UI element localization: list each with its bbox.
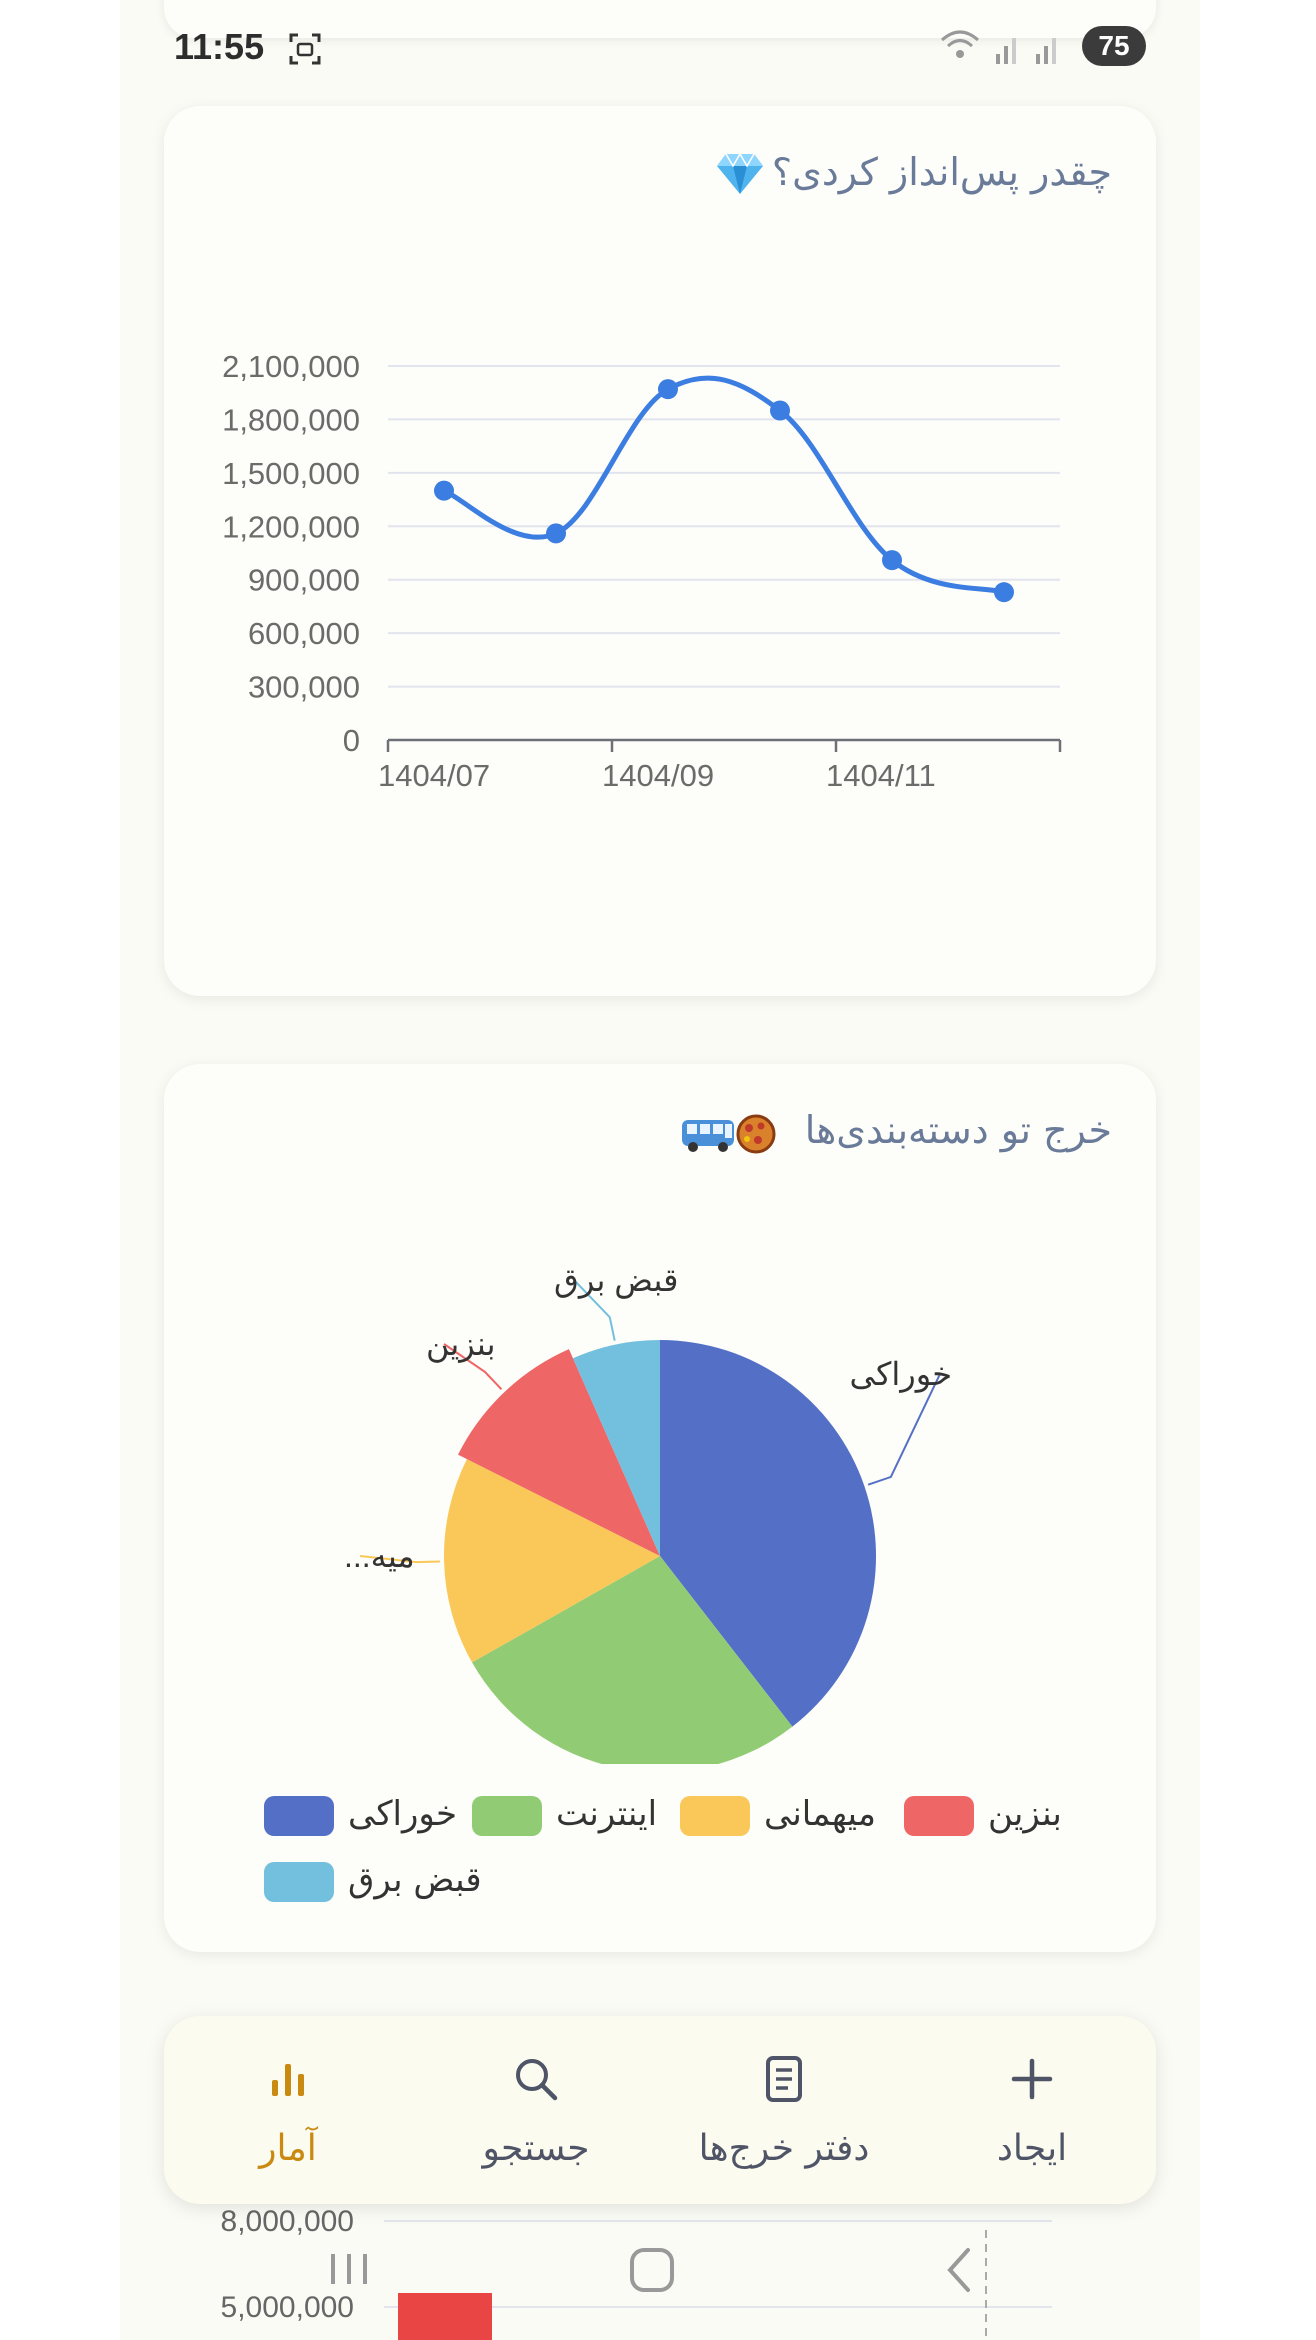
pie-slice[interactable] <box>472 1556 793 1764</box>
legend-label: بنزین <box>988 1794 1062 1834</box>
nav-label: جستجو <box>482 2128 590 2169</box>
legend-item-party[interactable]: میهمانی <box>680 1792 890 1836</box>
nav-item-stats[interactable]: آمار <box>164 2016 412 2204</box>
next-chart-peek: 8,000,000 5,000,000 <box>221 2205 1052 2340</box>
category-card: خرج تو دسته‌بندی‌ها خوراکی اینترنت میه... ب… <box>164 1064 1156 1952</box>
bar-chart-icon <box>272 2064 304 2096</box>
legend-swatch <box>680 1796 750 1836</box>
y-tick-label: 900,000 <box>248 563 360 598</box>
slice-label: خوراکی <box>849 1356 952 1393</box>
peek-y-tick-label: 5,000,000 <box>221 2291 354 2324</box>
legend-swatch <box>264 1862 334 1902</box>
pie-slice[interactable] <box>457 1349 660 1556</box>
recent-apps-icon[interactable] <box>331 2254 367 2284</box>
bus-icon <box>682 1120 734 1152</box>
data-point[interactable] <box>994 582 1014 603</box>
nav-label: آمار <box>259 2128 317 2169</box>
legend-item-food[interactable]: خوراکی <box>264 1792 464 1836</box>
slice-label: میه... <box>344 1538 415 1574</box>
legend-label: میهمانی <box>764 1794 876 1834</box>
legend-label: اینترنت <box>556 1794 658 1834</box>
battery-indicator: 75 <box>1082 26 1146 66</box>
slice-label: بنزین <box>426 1326 495 1363</box>
diamond-icon <box>717 152 763 194</box>
app-screen: 11:55 75 چقدر پس‌انداز کردی؟ 0 300,000 600… <box>120 0 1200 2340</box>
series-line <box>442 375 1005 595</box>
nav-item-search[interactable]: جستجو <box>412 2016 660 2204</box>
home-icon[interactable] <box>630 2248 674 2292</box>
savings-line-chart: 0 300,000 600,000 900,000 1,200,000 1,500,000… <box>222 349 1062 793</box>
y-tick-label: 1,800,000 <box>222 402 360 437</box>
signal-wifi-icons <box>941 30 1056 64</box>
slice-label: قبض برق <box>554 1262 678 1299</box>
y-tick-label: 1,200,000 <box>222 509 360 544</box>
label-line <box>359 1555 441 1564</box>
previous-card-edge <box>164 0 1156 38</box>
nav-item-create[interactable]: ایجاد <box>908 2016 1156 2204</box>
legend-label: خوراکی <box>348 1794 457 1834</box>
plus-icon <box>1011 2058 1053 2100</box>
y-tick-label: 0 <box>343 723 360 758</box>
legend-swatch <box>904 1796 974 1836</box>
screenshot-icon <box>289 33 321 65</box>
label-line <box>573 1279 616 1341</box>
legend-item-gas[interactable]: بنزین <box>904 1792 1084 1836</box>
pie-slice[interactable] <box>572 1340 660 1556</box>
x-tick-label: 1404/09 <box>602 758 714 793</box>
nav-item-expense-book[interactable]: دفتر خرج‌ها <box>660 2016 908 2204</box>
system-navigation-bar <box>331 2248 970 2292</box>
bottom-navigation: آمار جستجو دفتر خرج‌ها ایجاد <box>164 2016 1156 2204</box>
data-point[interactable] <box>770 400 790 421</box>
pie-slice[interactable] <box>444 1459 660 1663</box>
pizza-icon <box>736 1114 776 1154</box>
back-icon[interactable] <box>947 2248 970 2292</box>
nav-label: ایجاد <box>996 2128 1068 2169</box>
data-point[interactable] <box>658 379 678 400</box>
legend-item-internet[interactable]: اینترنت <box>472 1792 672 1836</box>
y-tick-label: 600,000 <box>248 616 360 651</box>
legend-item-electric-bill[interactable]: قبض برق <box>264 1858 484 1902</box>
savings-card: چقدر پس‌انداز کردی؟ 0 300,000 600,000 900,0… <box>164 106 1156 996</box>
peek-bar <box>398 2293 492 2340</box>
y-tick-label: 1,500,000 <box>222 456 360 491</box>
legend-label: قبض برق <box>348 1860 482 1900</box>
status-time: 11:55 <box>174 26 265 67</box>
y-tick-label: 300,000 <box>248 670 360 705</box>
legend-swatch <box>472 1796 542 1836</box>
nav-label: دفتر خرج‌ها <box>698 2128 870 2169</box>
label-line <box>443 1343 503 1391</box>
category-card-title: خرج تو دسته‌بندی‌ها <box>804 1108 1112 1152</box>
data-point[interactable] <box>882 550 902 571</box>
y-tick-label: 2,100,000 <box>222 349 360 384</box>
x-tick-label: 1404/11 <box>826 758 936 793</box>
peek-y-tick-label: 8,000,000 <box>221 2205 354 2238</box>
x-tick-label: 1404/07 <box>378 758 490 793</box>
savings-card-title: چقدر پس‌انداز کردی؟ <box>771 150 1112 194</box>
pie-slice[interactable] <box>660 1340 876 1727</box>
legend-swatch <box>264 1796 334 1836</box>
data-point[interactable] <box>546 523 566 544</box>
search-icon <box>516 2059 558 2101</box>
document-icon <box>766 2056 802 2102</box>
label-line <box>867 1373 941 1486</box>
data-point[interactable] <box>434 480 454 501</box>
